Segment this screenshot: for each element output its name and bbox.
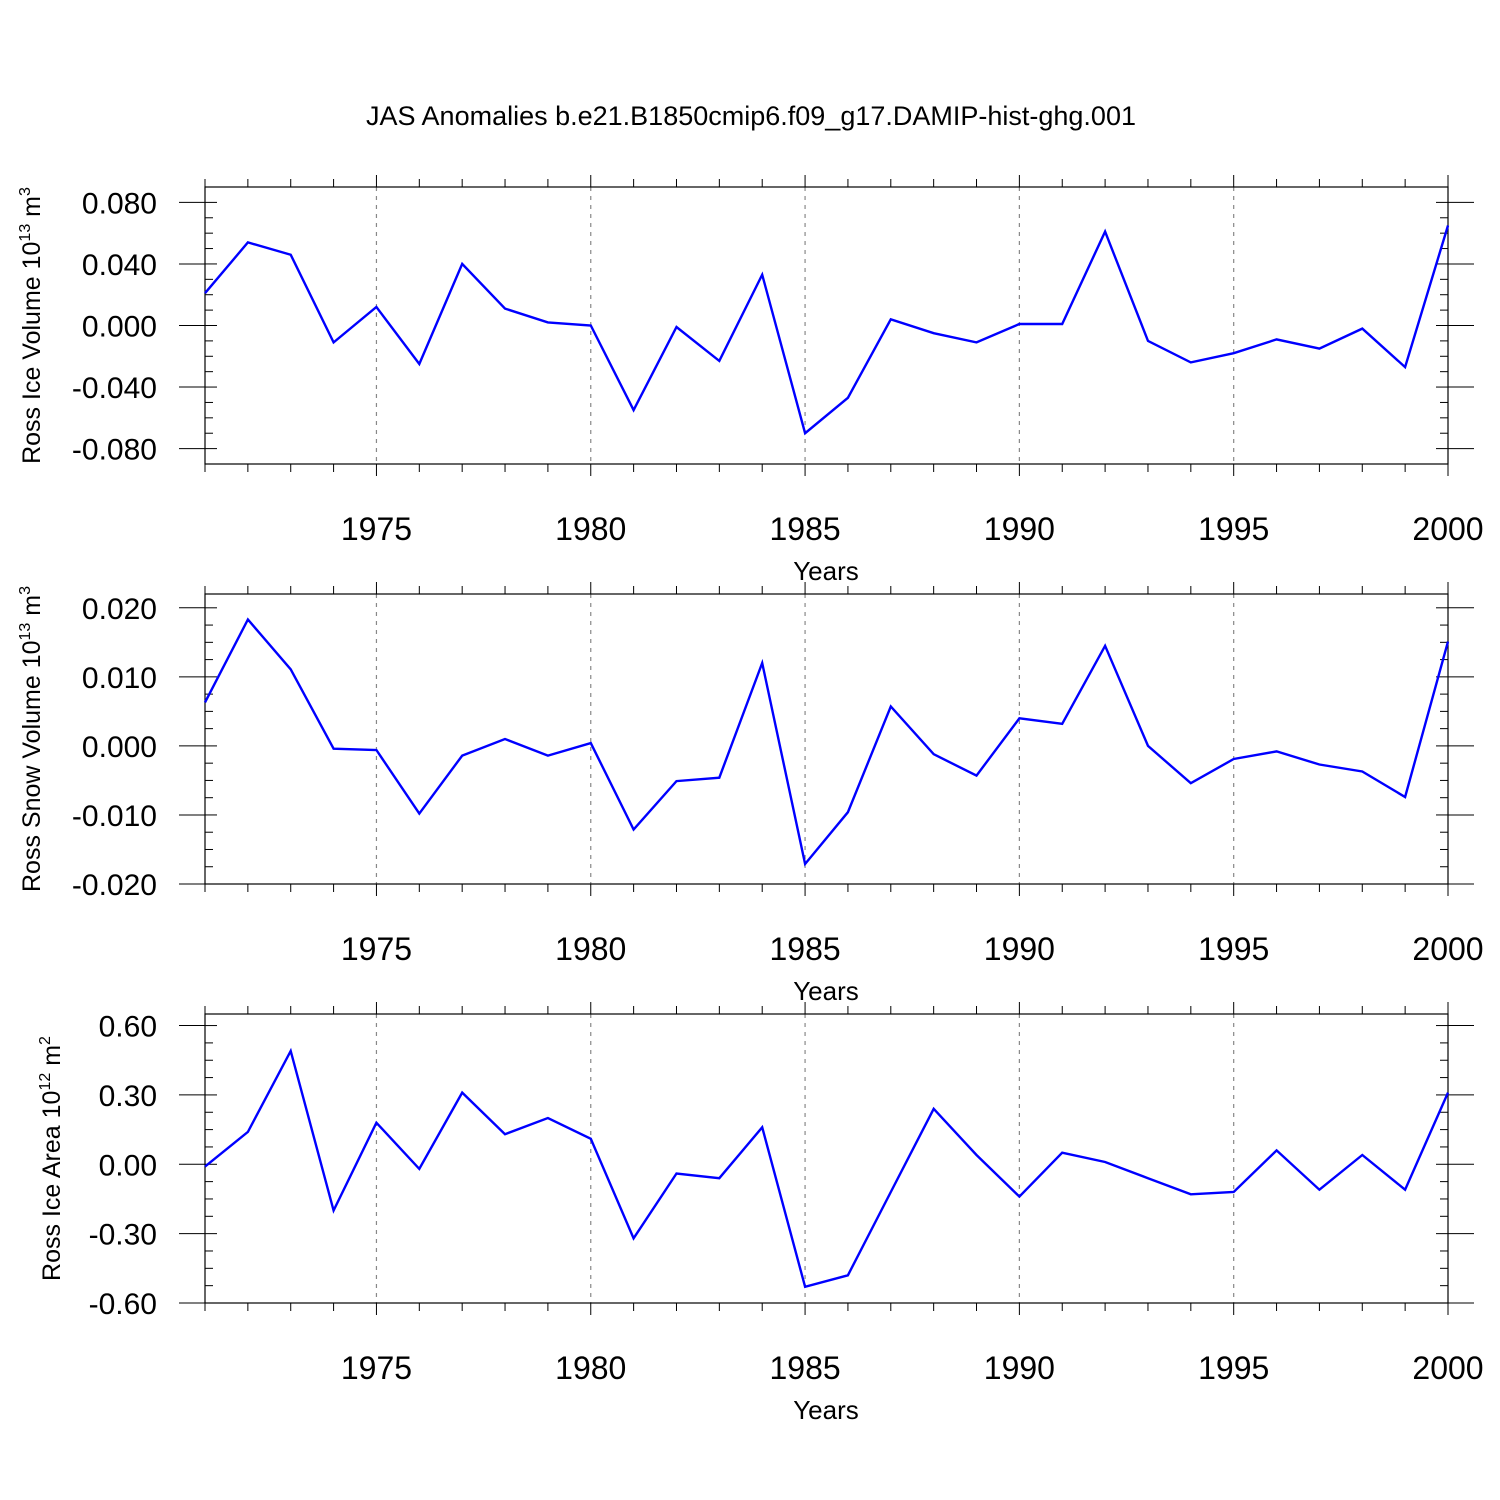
y-tick-label: -0.020 [72,869,157,902]
x-tick-label: 1980 [555,1350,626,1386]
x-tick-label: 1975 [341,1350,412,1386]
y-tick-label: 0.000 [82,311,157,344]
x-tick-label: 1980 [555,931,626,967]
x-tick-label: 1975 [341,931,412,967]
x-tick-label: 1995 [1198,511,1269,547]
y-tick-label: -0.60 [89,1288,157,1321]
x-axis-label: Years [793,556,859,586]
series-line [203,617,1450,867]
y-tick-label: -0.040 [72,372,157,405]
y-axis-label-exponent: 13 [17,224,34,242]
x-tick-label: 1980 [555,511,626,547]
series-line [204,225,1450,436]
y-axis-label-main: Ross Ice Area 10 [38,1091,66,1281]
y-tick-label: -0.080 [72,434,157,467]
y-tick-label: -0.010 [72,800,157,833]
chart-panel-1: -0.080 -0.040 0.000 0.040 0.080 1975 1980 1985 1… [17,175,1484,586]
y-tick-label: 0.00 [99,1149,157,1182]
x-tick-label: 1985 [769,931,840,967]
chart-panel-2: -0.020 -0.010 0.000 0.010 0.020 1975 1980 1985 1… [17,582,1484,1006]
x-tick-label: 1995 [1198,931,1269,967]
x-tick-label: 2000 [1412,931,1483,967]
x-tick-label: 1975 [341,511,412,547]
y-axis-label-main: Ross Ice Volume 10 [18,242,46,464]
plot-frame [204,1013,1449,1304]
x-tick-label: 1985 [769,1350,840,1386]
y-axis-label-unit: m [18,196,46,224]
x-tick-label: 2000 [1412,1350,1483,1386]
chart-panel-3: -0.60 -0.30 0.00 0.30 0.60 1975 1980 1985 1990 19… [37,1002,1484,1425]
x-tick-label: 1990 [984,511,1055,547]
plot-frame [204,186,1449,465]
y-tick-label: -0.30 [89,1219,157,1252]
y-axis-label-main: Ross Snow Volume 10 [18,640,46,892]
y-axis-label-unit-exponent: 3 [17,586,34,595]
y-axis-label: Ross Ice Area 1012 m2 [37,1036,66,1281]
y-tick-label: 0.040 [82,249,157,282]
y-tick-label: 0.000 [82,731,157,764]
x-tick-label: 1985 [769,511,840,547]
x-axis-label: Years [793,1395,859,1425]
figure-title: JAS Anomalies b.e21.B1850cmip6.f09_g17.D… [366,101,1136,131]
y-axis-label-exponent: 12 [37,1073,54,1091]
x-tick-label: 1990 [984,1350,1055,1386]
x-tick-label: 2000 [1412,511,1483,547]
x-axis-label: Years [793,976,859,1006]
y-tick-label: 0.30 [99,1080,157,1113]
y-axis-label: Ross Snow Volume 1013 m3 [17,586,46,892]
plot-frame [204,593,1449,885]
y-tick-label: 0.60 [99,1011,157,1044]
x-tick-label: 1995 [1198,1350,1269,1386]
x-tick-label: 1990 [984,931,1055,967]
y-axis-label-unit-exponent: 3 [17,187,34,196]
y-axis-label-exponent: 13 [17,623,34,641]
series-line [204,1047,1450,1289]
y-axis-label-unit-exponent: 2 [37,1036,54,1045]
y-tick-label: 0.020 [82,593,157,626]
y-tick-label: 0.080 [82,187,157,220]
y-axis-label-unit: m [38,1045,66,1073]
y-axis-label: Ross Ice Volume 1013 m3 [17,187,46,464]
y-axis-label-unit: m [18,595,46,623]
y-tick-label: 0.010 [82,662,157,695]
